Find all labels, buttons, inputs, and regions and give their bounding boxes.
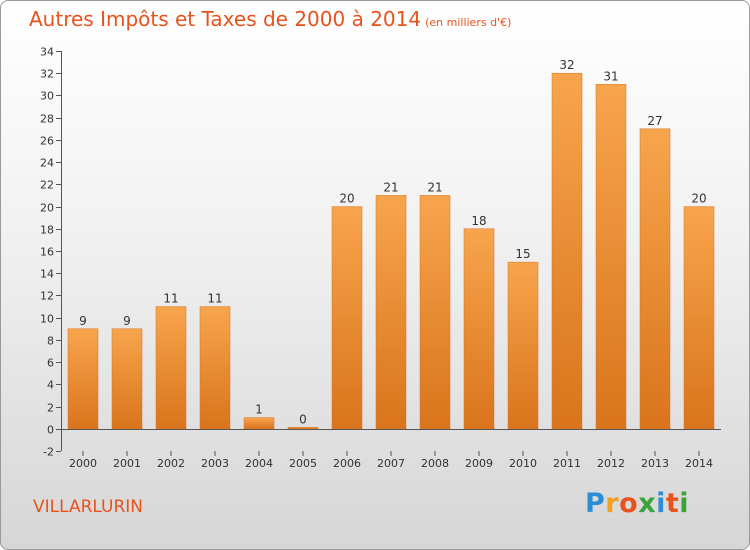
bar-2002 [155, 306, 187, 430]
bar-2014 [683, 206, 715, 430]
logo-letter: i [679, 488, 690, 519]
bar-2013 [639, 128, 671, 430]
data-label-2004: 1 [255, 403, 263, 417]
data-label-2009: 18 [471, 214, 486, 228]
proxiti-logo: Proxiti [585, 488, 689, 519]
logo-letter: o [619, 488, 639, 519]
y-tick-label: -2 [43, 446, 54, 459]
data-label-2003: 11 [207, 292, 222, 306]
logo-letter: P [585, 488, 606, 519]
logo-letter: x [638, 488, 657, 519]
data-label-2014: 20 [691, 192, 706, 206]
data-label-2002: 11 [163, 292, 178, 306]
x-tick-label: 2014 [685, 457, 713, 470]
bar-2000 [67, 328, 99, 430]
y-tick-label: 2 [47, 402, 54, 415]
data-label-2001: 9 [123, 314, 131, 328]
y-tick-label: 26 [40, 135, 54, 148]
data-label-2012: 31 [603, 69, 618, 83]
data-label-2006: 20 [339, 192, 354, 206]
bar-2012 [595, 84, 627, 429]
bar-2001 [111, 328, 143, 430]
y-tick-label: 8 [47, 335, 54, 348]
chart-title-text: Autres Impôts et Taxes de 2000 à 2014 [29, 7, 422, 31]
chart-title: Autres Impôts et Taxes de 2000 à 2014 (en… [29, 7, 511, 31]
logo-letter: i [656, 488, 666, 519]
y-tick-label: 22 [40, 179, 54, 192]
y-tick-label: 20 [40, 202, 54, 215]
y-tick-label: 30 [40, 90, 54, 103]
data-label-2011: 32 [559, 58, 574, 72]
bar-2006 [331, 206, 363, 430]
x-tick-label: 2011 [553, 457, 581, 470]
data-label-2007: 21 [383, 180, 398, 194]
y-tick-label: 4 [47, 379, 54, 392]
data-label-2000: 9 [79, 314, 87, 328]
y-tick-label: 34 [40, 46, 54, 59]
x-tick-label: 2002 [157, 457, 185, 470]
y-tick-label: 16 [40, 246, 54, 259]
x-tick-label: 2007 [377, 457, 405, 470]
x-tick-label: 2013 [641, 457, 669, 470]
x-tick-label: 2004 [245, 457, 273, 470]
x-tick-label: 2000 [69, 457, 97, 470]
bar-2003 [199, 306, 231, 430]
bar-2011 [551, 72, 583, 430]
data-label-2005: 0 [299, 412, 307, 426]
x-tick-label: 2010 [509, 457, 537, 470]
logo-letter: t [665, 488, 680, 519]
bar-2004 [243, 417, 275, 430]
y-tick-label: 24 [40, 157, 54, 170]
data-label-2013: 27 [647, 114, 662, 128]
x-tick-label: 2008 [421, 457, 449, 470]
y-tick-label: 28 [40, 113, 54, 126]
y-tick-label: 10 [40, 313, 54, 326]
data-label-2008: 21 [427, 180, 442, 194]
place-name: VILLARLURIN [33, 497, 144, 517]
logo-letter: r [605, 488, 620, 519]
bars [67, 72, 715, 430]
bar-2005 [287, 427, 319, 430]
bar-2009 [463, 228, 495, 430]
x-tick-label: 2006 [333, 457, 361, 470]
bar-2010 [507, 261, 539, 430]
bar-2007 [375, 195, 407, 429]
data-label-2010: 15 [515, 247, 530, 261]
x-tick-label: 2001 [113, 457, 141, 470]
y-tick-label: 12 [40, 290, 54, 303]
x-tick-label: 2005 [289, 457, 317, 470]
y-tick-label: 0 [47, 424, 54, 437]
x-tick-label: 2003 [201, 457, 229, 470]
bar-2008 [419, 195, 451, 429]
x-tick-label: 2012 [597, 457, 625, 470]
chart-subtitle: (en milliers d'€) [425, 16, 512, 29]
y-tick-label: 18 [40, 224, 54, 237]
y-tick-label: 32 [40, 68, 54, 81]
y-tick-label: 14 [40, 268, 54, 281]
x-tick-label: 2009 [465, 457, 493, 470]
y-tick-label: 6 [47, 357, 54, 370]
